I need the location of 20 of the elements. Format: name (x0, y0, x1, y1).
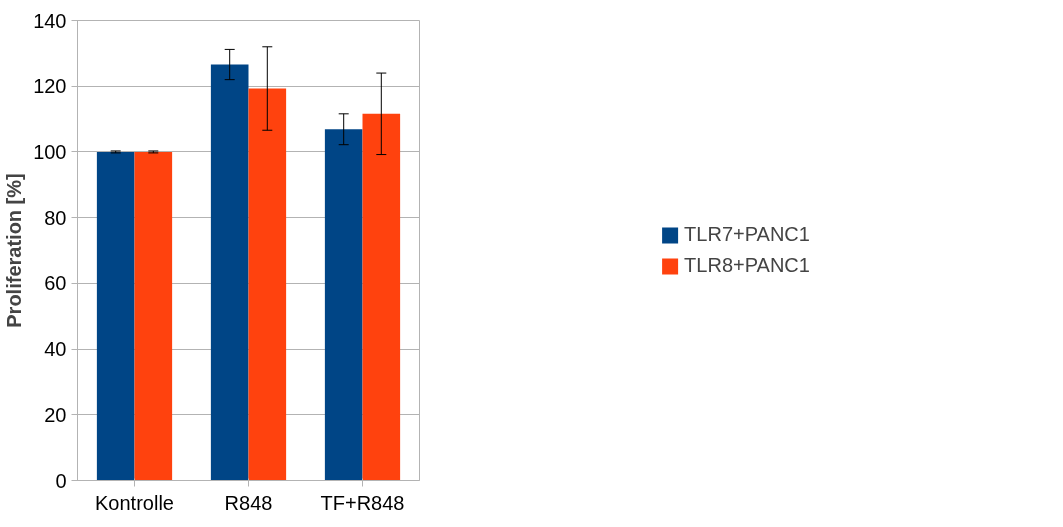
y-tick-label: 20 (44, 403, 67, 426)
y-tick-label: 60 (44, 272, 67, 295)
bar (362, 113, 401, 481)
legend-label: TLR8+PANC1 (684, 254, 810, 277)
x-tick-label: TF+R848 (320, 491, 405, 514)
x-tick-label: R848 (224, 491, 273, 514)
y-tick-label: 120 (33, 75, 67, 98)
y-tick-label: 0 (55, 469, 67, 492)
y-tick-label: 100 (33, 140, 67, 163)
y-tick-label: 140 (33, 9, 67, 32)
y-tick-label: 80 (44, 206, 67, 229)
bar (248, 88, 287, 481)
bar (210, 64, 249, 481)
legend-label: TLR7+PANC1 (684, 223, 810, 246)
y-axis-title: Proliferation [%] (3, 173, 26, 328)
bar (96, 151, 135, 481)
y-tick-label: 40 (44, 338, 67, 361)
bar (324, 129, 363, 481)
x-tick-label: Kontrolle (95, 491, 174, 514)
bar (134, 151, 173, 481)
